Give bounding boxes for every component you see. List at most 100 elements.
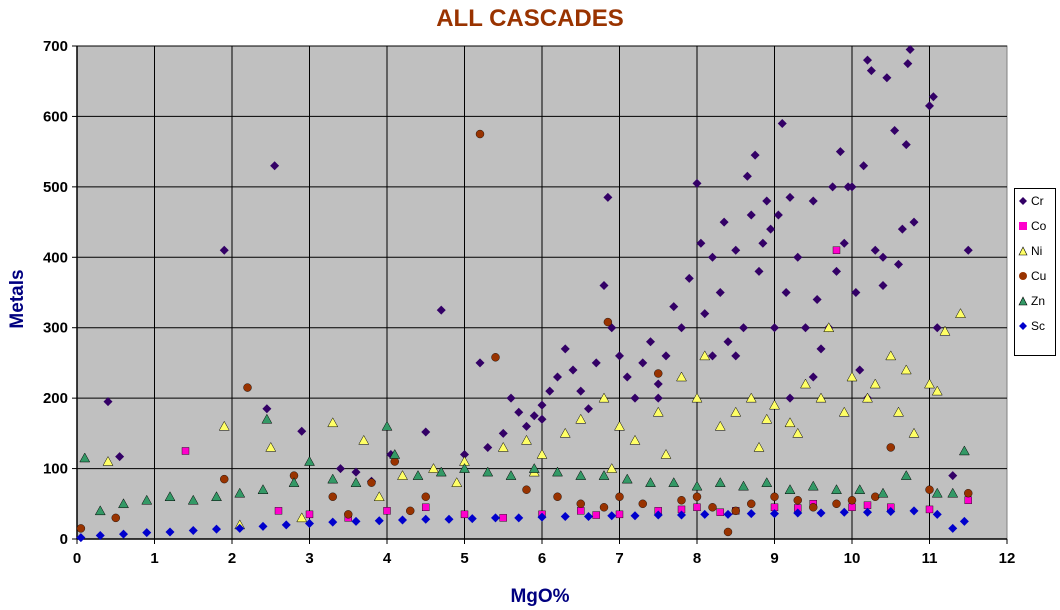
point-cr bbox=[219, 245, 229, 255]
point-ni bbox=[761, 413, 773, 424]
point-zn bbox=[645, 477, 656, 487]
point-cr bbox=[475, 358, 485, 368]
point-ni bbox=[652, 406, 664, 417]
point-sc bbox=[607, 511, 617, 521]
point-ni bbox=[862, 392, 873, 403]
point-cr bbox=[270, 161, 280, 171]
point-cr bbox=[777, 118, 787, 128]
point-cr bbox=[762, 196, 772, 206]
point-sc bbox=[467, 514, 477, 524]
x-tick-label: 7 bbox=[615, 550, 623, 567]
point-sc bbox=[839, 507, 849, 517]
point-cu bbox=[522, 485, 531, 494]
point-zn bbox=[784, 484, 796, 494]
point-sc bbox=[235, 523, 245, 533]
point-zn bbox=[831, 484, 842, 494]
point-zn bbox=[118, 498, 129, 509]
point-cr bbox=[584, 404, 593, 414]
point-cr bbox=[719, 217, 729, 227]
point-co bbox=[422, 503, 430, 512]
point-sc bbox=[374, 516, 384, 526]
point-cr bbox=[622, 372, 632, 382]
point-cu bbox=[344, 510, 353, 519]
point-cr bbox=[890, 126, 900, 136]
y-tick-label: 700 bbox=[43, 38, 68, 55]
point-zn bbox=[854, 484, 866, 494]
point-cr bbox=[553, 372, 562, 382]
y-tick-label: 300 bbox=[43, 320, 68, 337]
point-zn bbox=[304, 456, 315, 466]
point-sc bbox=[793, 508, 803, 518]
point-cr bbox=[615, 351, 624, 361]
point-cr bbox=[731, 245, 741, 255]
point-ni bbox=[676, 371, 687, 382]
point-sc bbox=[886, 507, 896, 517]
point-zn bbox=[598, 470, 610, 480]
point-cr bbox=[928, 92, 938, 102]
point-ni bbox=[265, 441, 277, 452]
point-zn bbox=[761, 477, 773, 487]
point-sc bbox=[959, 516, 969, 526]
point-zn bbox=[389, 448, 401, 459]
point-zn bbox=[621, 473, 633, 484]
point-sc bbox=[723, 509, 733, 519]
point-ni bbox=[885, 350, 897, 361]
x-tick-label: 6 bbox=[538, 550, 546, 567]
point-cu bbox=[603, 317, 613, 327]
point-cr bbox=[653, 393, 663, 403]
legend: Cr Co Ni Cu Zn Sc bbox=[1014, 188, 1056, 356]
point-cu bbox=[747, 499, 756, 508]
point-cu bbox=[421, 492, 430, 501]
point-sc bbox=[630, 511, 640, 521]
legend-item-co: Co bbox=[1018, 216, 1058, 236]
x-tick-label: 3 bbox=[305, 550, 313, 567]
point-cr bbox=[677, 323, 686, 333]
point-cr bbox=[103, 397, 113, 407]
point-cr bbox=[591, 358, 601, 368]
point-cr bbox=[785, 192, 795, 202]
point-cr bbox=[661, 351, 671, 361]
point-ni bbox=[908, 427, 920, 438]
point-cr bbox=[739, 323, 748, 333]
point-ni bbox=[924, 378, 935, 389]
data-points bbox=[76, 45, 973, 543]
point-cr bbox=[905, 45, 915, 55]
point-sc bbox=[700, 509, 710, 519]
point-sc bbox=[258, 521, 268, 531]
point-zn bbox=[482, 466, 494, 477]
point-co bbox=[848, 503, 856, 512]
point-cu bbox=[328, 492, 337, 501]
point-cr bbox=[599, 280, 609, 290]
x-tick-label: 0 bbox=[73, 550, 81, 567]
point-cr bbox=[781, 288, 791, 297]
point-ni bbox=[699, 350, 711, 361]
point-co bbox=[181, 447, 190, 455]
point-cu bbox=[553, 492, 562, 501]
point-ni bbox=[629, 434, 641, 445]
point-sc bbox=[421, 514, 431, 524]
point-cr bbox=[785, 393, 795, 403]
point-cr bbox=[897, 224, 907, 234]
point-cr bbox=[669, 302, 679, 312]
point-cr bbox=[742, 171, 752, 181]
point-sc bbox=[932, 509, 942, 519]
point-cu bbox=[692, 492, 702, 501]
point-cr bbox=[866, 66, 876, 76]
point-cr bbox=[421, 427, 431, 437]
point-co bbox=[383, 507, 391, 515]
x-tick-label: 11 bbox=[922, 550, 938, 567]
point-cu bbox=[793, 496, 802, 505]
point-sc bbox=[491, 513, 500, 523]
point-zn bbox=[714, 477, 726, 487]
point-cr bbox=[529, 411, 539, 421]
point-ni bbox=[575, 413, 587, 424]
point-co bbox=[693, 503, 701, 512]
point-cr bbox=[708, 252, 717, 262]
point-ni bbox=[559, 427, 571, 438]
point-sc bbox=[816, 508, 826, 518]
point-cr bbox=[696, 238, 706, 248]
point-cr bbox=[700, 309, 710, 319]
y-tick-label: 400 bbox=[43, 249, 68, 266]
point-zn bbox=[931, 487, 943, 498]
point-cr bbox=[878, 280, 888, 290]
